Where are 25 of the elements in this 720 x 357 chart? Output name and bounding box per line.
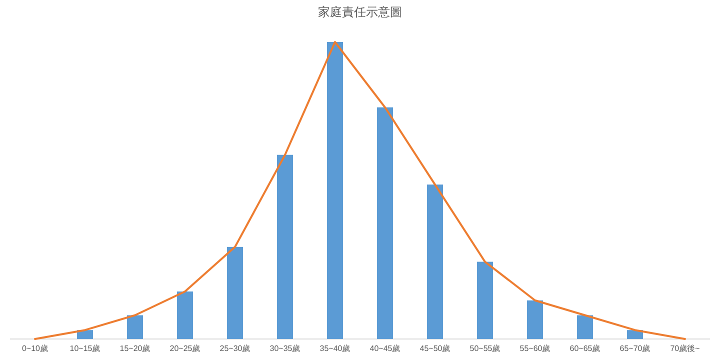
chart-title: 家庭責任示意圖 [318,5,402,19]
bar [427,184,443,339]
x-tick-label: 30~35歲 [270,344,300,353]
x-tick-label: 40~45歲 [370,344,400,353]
x-tick-label: 15~20歲 [120,344,150,353]
bar [527,300,543,339]
x-tick-label: 45~50歲 [420,344,450,353]
x-tick-label: 35~40歲 [320,344,350,353]
bar [377,107,393,339]
x-tick-label: 10~15歲 [70,344,100,353]
bar [477,262,493,339]
x-tick-label: 25~30歲 [220,344,250,353]
x-tick-label: 50~55歲 [470,344,500,353]
bar [177,291,193,339]
x-tick-label: 0~10歲 [22,344,48,353]
bar [277,154,293,339]
x-tick-label: 60~65歲 [570,344,600,353]
bar [577,315,593,339]
bar [327,42,343,339]
bar [127,315,143,339]
x-tick-label: 70歲後~ [670,344,700,353]
x-tick-label: 65~70歲 [620,344,650,353]
x-tick-label: 55~60歲 [520,344,550,353]
bar [227,246,243,339]
x-tick-label: 20~25歲 [170,344,200,353]
